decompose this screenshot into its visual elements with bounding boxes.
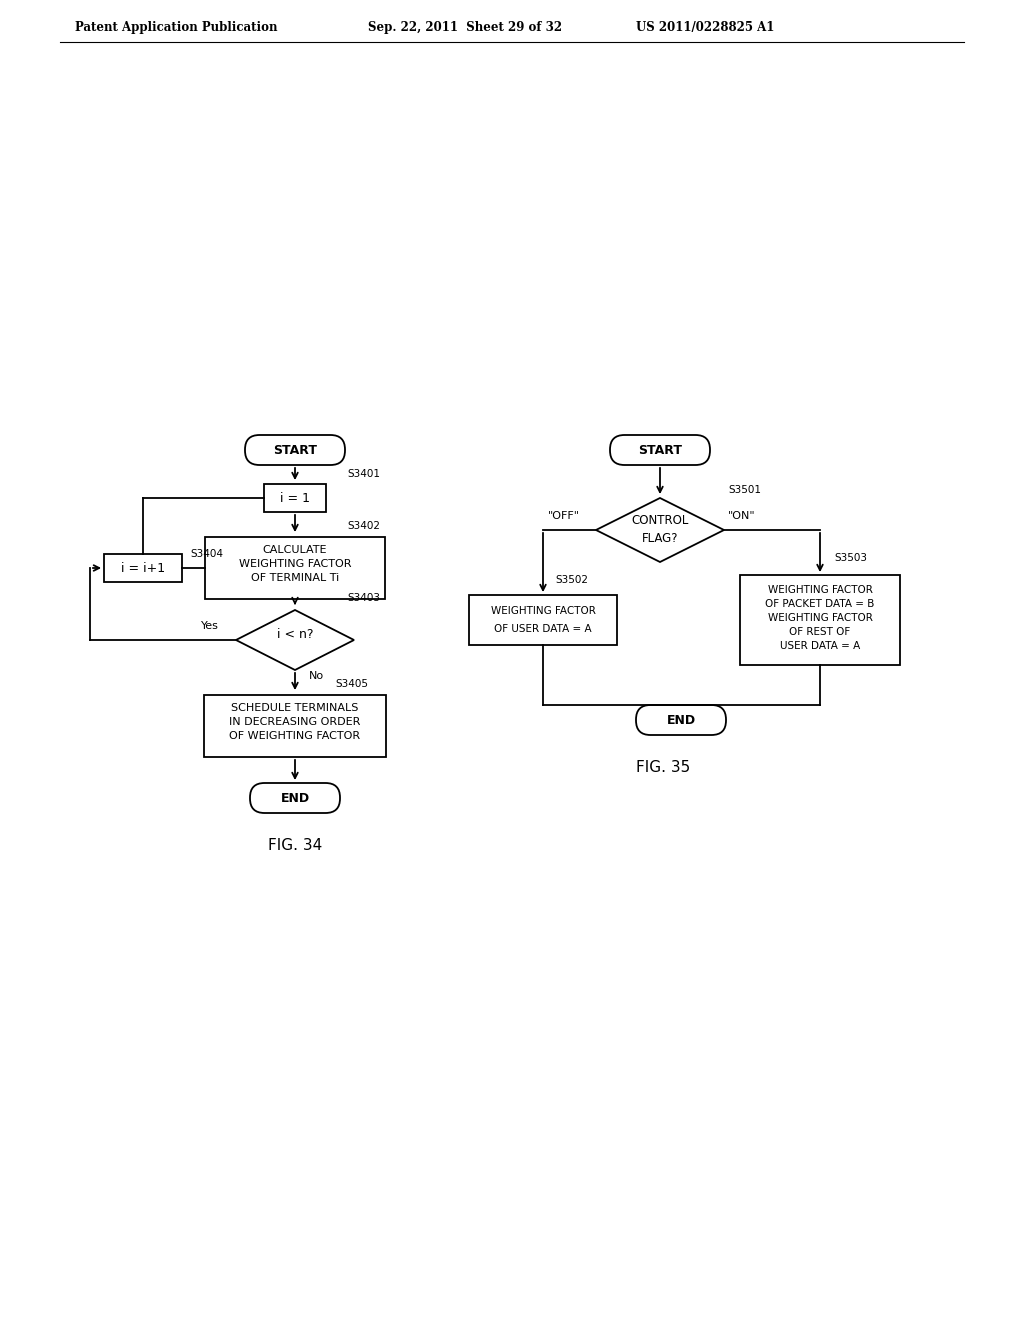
Bar <box>204 696 386 756</box>
Bar <box>740 576 900 665</box>
Text: "OFF": "OFF" <box>548 511 580 521</box>
Polygon shape <box>596 498 724 562</box>
Text: OF TERMINAL Ti: OF TERMINAL Ti <box>251 573 339 583</box>
Text: Sep. 22, 2011  Sheet 29 of 32: Sep. 22, 2011 Sheet 29 of 32 <box>368 21 562 33</box>
Text: S3403: S3403 <box>347 593 380 603</box>
Text: Patent Application Publication: Patent Application Publication <box>75 21 278 33</box>
Text: WEIGHTING FACTOR: WEIGHTING FACTOR <box>768 585 872 595</box>
FancyBboxPatch shape <box>245 436 345 465</box>
Text: S3401: S3401 <box>347 469 380 479</box>
Text: No: No <box>309 671 325 681</box>
Text: OF WEIGHTING FACTOR: OF WEIGHTING FACTOR <box>229 731 360 741</box>
Text: i < n?: i < n? <box>276 628 313 642</box>
Text: END: END <box>667 714 695 726</box>
Text: S3502: S3502 <box>555 576 588 585</box>
Text: WEIGHTING FACTOR: WEIGHTING FACTOR <box>490 606 595 616</box>
Text: S3404: S3404 <box>190 549 223 558</box>
Text: SCHEDULE TERMINALS: SCHEDULE TERMINALS <box>231 704 358 713</box>
Text: FIG. 34: FIG. 34 <box>268 838 323 854</box>
Text: S3501: S3501 <box>728 484 761 495</box>
Polygon shape <box>236 610 354 671</box>
Text: CONTROL: CONTROL <box>632 515 689 528</box>
Text: WEIGHTING FACTOR: WEIGHTING FACTOR <box>768 612 872 623</box>
Text: i = i+1: i = i+1 <box>121 561 165 574</box>
Text: Yes: Yes <box>201 620 219 631</box>
Text: OF REST OF: OF REST OF <box>790 627 851 638</box>
Text: END: END <box>281 792 309 804</box>
Text: US 2011/0228825 A1: US 2011/0228825 A1 <box>636 21 774 33</box>
Text: CALCULATE: CALCULATE <box>263 545 328 554</box>
Text: USER DATA = A: USER DATA = A <box>780 642 860 651</box>
Text: OF PACKET DATA = B: OF PACKET DATA = B <box>765 599 874 609</box>
Text: FLAG?: FLAG? <box>642 532 678 545</box>
FancyBboxPatch shape <box>250 783 340 813</box>
FancyBboxPatch shape <box>610 436 710 465</box>
Bar <box>469 595 617 645</box>
Text: WEIGHTING FACTOR: WEIGHTING FACTOR <box>239 558 351 569</box>
Bar <box>205 537 385 599</box>
Text: S3405: S3405 <box>335 678 368 689</box>
Text: OF USER DATA = A: OF USER DATA = A <box>495 624 592 634</box>
Text: S3503: S3503 <box>834 553 867 564</box>
Text: START: START <box>273 444 317 457</box>
Text: S3402: S3402 <box>347 521 380 531</box>
Text: i = 1: i = 1 <box>280 491 310 504</box>
Text: FIG. 35: FIG. 35 <box>636 760 690 776</box>
Bar <box>104 554 182 582</box>
Bar <box>264 484 326 512</box>
Text: START: START <box>638 444 682 457</box>
Text: IN DECREASING ORDER: IN DECREASING ORDER <box>229 717 360 727</box>
Text: "ON": "ON" <box>728 511 756 521</box>
FancyBboxPatch shape <box>636 705 726 735</box>
